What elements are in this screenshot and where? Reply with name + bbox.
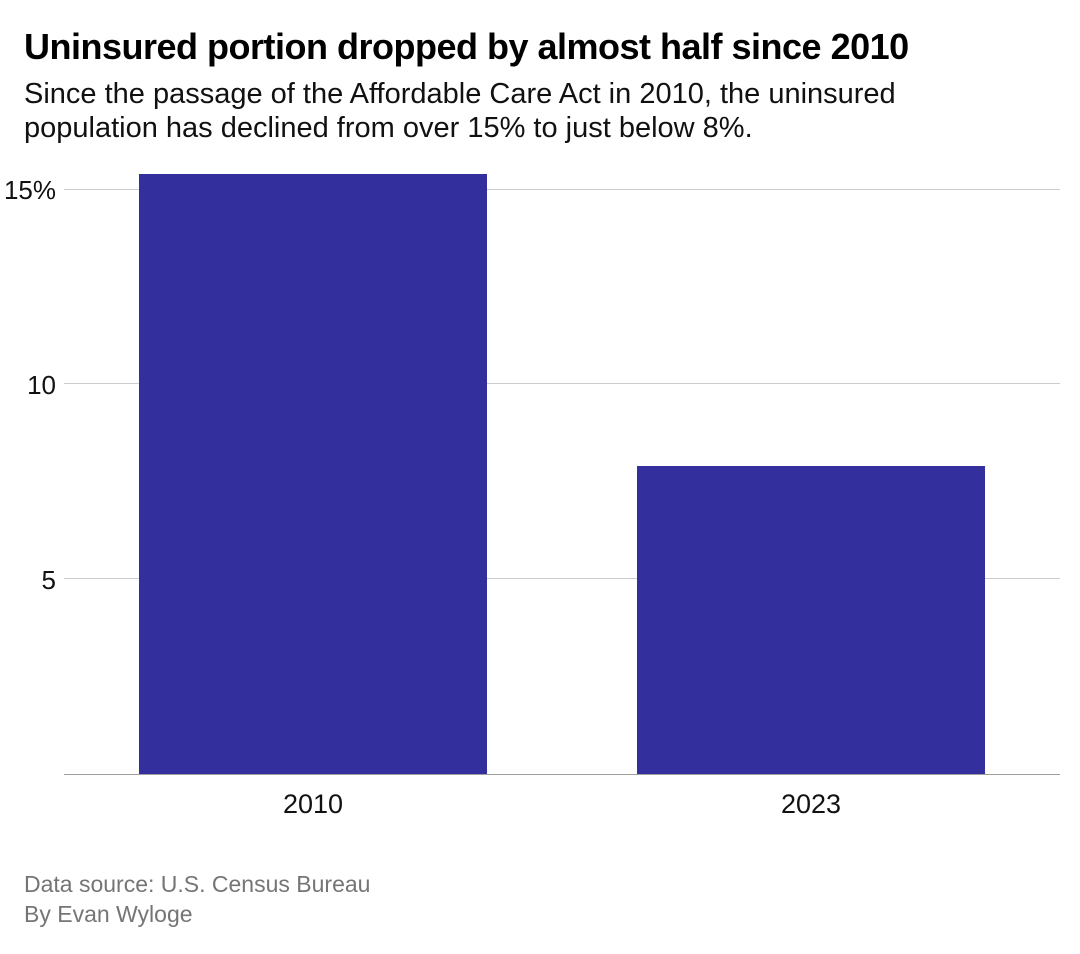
byline: By Evan Wyloge: [24, 901, 193, 927]
chart-title: Uninsured portion dropped by almost half…: [24, 26, 909, 67]
y-axis-tick-label: 15%: [3, 174, 56, 205]
y-axis: 5 10 15%: [0, 174, 56, 775]
y-axis-tick-label: 5: [41, 564, 56, 595]
data-source-note: Data source: U.S. Census Bureau: [24, 871, 371, 897]
chart-subtitle: Since the passage of the Affordable Care…: [24, 78, 896, 144]
plot-area: [64, 174, 1060, 775]
bar-slot: [64, 174, 562, 774]
chart-footer: Data source: U.S. Census Bureau By Evan …: [24, 869, 1056, 929]
gridline: [64, 578, 1060, 580]
gridline: [64, 383, 1060, 385]
x-axis-tick-label: 2010: [282, 789, 344, 819]
y-axis-tick-label: 10: [27, 369, 56, 400]
bar-2023: [636, 466, 986, 774]
bar-chart: 5 10 15% 2010 2023: [0, 174, 1080, 829]
gridline: [64, 188, 1060, 190]
bar-slot: [562, 174, 1060, 774]
x-axis: 2010 2023: [64, 775, 1060, 820]
bar-2010: [138, 174, 488, 774]
x-axis-tick-label: 2023: [780, 789, 842, 819]
